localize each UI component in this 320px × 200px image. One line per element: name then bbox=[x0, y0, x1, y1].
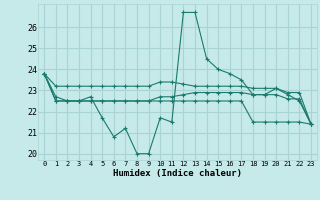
X-axis label: Humidex (Indice chaleur): Humidex (Indice chaleur) bbox=[113, 169, 242, 178]
